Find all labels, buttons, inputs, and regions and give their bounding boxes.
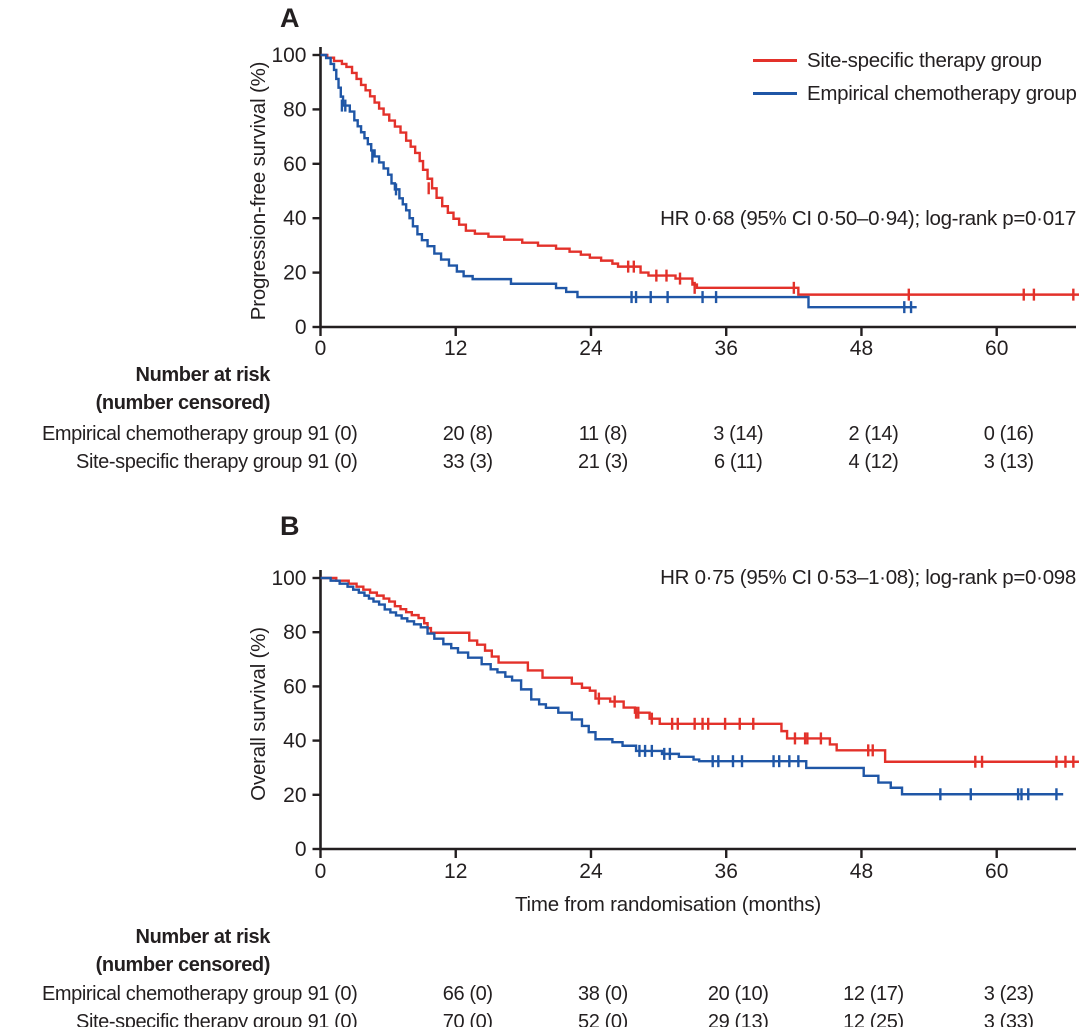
- x-tick-label: 48: [850, 337, 873, 360]
- risk-value: 66 (0): [442, 983, 493, 1005]
- legend: Site-specific therapy group Empirical ch…: [753, 44, 1077, 110]
- risk-value: 11 (8): [578, 423, 628, 445]
- legend-item-empirical: Empirical chemotherapy group: [753, 77, 1077, 110]
- risk-value: 3 (23): [983, 983, 1034, 1005]
- x-tick-label: 48: [850, 860, 873, 883]
- y-tick-label: 100: [271, 567, 306, 590]
- risk-value: 38 (0): [578, 983, 628, 1005]
- risk-value: 12 (25): [843, 1011, 904, 1027]
- risk-value: 20 (10): [707, 983, 769, 1005]
- risk-value: 3 (13): [983, 451, 1034, 473]
- panel-b-label: B: [280, 511, 300, 541]
- risk-table-header: Number at risk: [135, 364, 271, 386]
- legend-item-site-specific: Site-specific therapy group: [753, 44, 1077, 77]
- panel-B-axis-line: [319, 570, 1076, 851]
- y-tick-label: 100: [271, 44, 306, 67]
- risk-table-subheader: (number censored): [95, 954, 271, 976]
- risk-value: 91 (0): [307, 983, 358, 1005]
- legend-label-empirical: Empirical chemotherapy group: [807, 81, 1077, 105]
- risk-value: 91 (0): [307, 423, 358, 445]
- y-tick-label: 20: [283, 784, 306, 807]
- risk-value: 12 (17): [843, 983, 904, 1005]
- x-tick-label: 12: [444, 337, 467, 360]
- y-tick-label: 0: [295, 316, 307, 339]
- risk-value: 91 (0): [307, 1011, 358, 1027]
- risk-value: 4 (12): [848, 451, 899, 473]
- site-specific-line-swatch-icon: [753, 59, 797, 62]
- x-axis-title: Time from randomisation (months): [514, 893, 822, 916]
- y-tick-label: 0: [295, 838, 307, 861]
- x-tick-label: 0: [315, 337, 327, 360]
- risk-table-header: Number at risk: [135, 926, 271, 948]
- risk-value: 21 (3): [578, 451, 628, 473]
- risk-table-subheader: (number censored): [95, 392, 271, 414]
- risk-value: 3 (14): [713, 423, 764, 445]
- panel-a-hr-annotation: HR 0·68 (95% CI 0·50–0·94); log-rank p=0…: [660, 207, 1076, 230]
- y-tick-label: 40: [283, 207, 306, 230]
- risk-value: 91 (0): [307, 451, 358, 473]
- risk-row-label: Site-specific therapy group: [76, 1011, 302, 1027]
- risk-row-label: Empirical chemotherapy group: [41, 983, 302, 1005]
- risk-value: 2 (14): [848, 423, 899, 445]
- y-tick-label: 60: [283, 675, 306, 698]
- panel-b-y-axis-label: Overall survival (%): [247, 627, 270, 801]
- risk-row-label: Empirical chemotherapy group: [41, 423, 302, 445]
- y-tick-label: 20: [283, 262, 306, 285]
- risk-value: 70 (0): [442, 1011, 493, 1027]
- y-tick-label: 80: [283, 621, 306, 644]
- legend-label-site-specific: Site-specific therapy group: [807, 48, 1042, 72]
- x-tick-label: 60: [985, 337, 1008, 360]
- risk-value: 33 (3): [442, 451, 493, 473]
- y-tick-label: 80: [283, 98, 306, 121]
- panel-A-curve-site-specific: [320, 53, 1079, 296]
- risk-value: 6 (11): [714, 451, 763, 473]
- panel-a-y-axis-label: Progression-free survival (%): [247, 61, 270, 321]
- x-tick-label: 60: [985, 860, 1008, 883]
- y-tick-label: 60: [283, 153, 306, 176]
- panel-B-curve-site-specific: [320, 576, 1079, 763]
- x-tick-label: 36: [715, 337, 738, 360]
- x-tick-label: 24: [579, 860, 603, 883]
- y-tick-label: 40: [283, 730, 306, 753]
- risk-row-label: Site-specific therapy group: [76, 451, 302, 473]
- risk-value: 0 (16): [983, 423, 1034, 445]
- panel-B-curve-empirical: [320, 576, 1064, 796]
- risk-value: 29 (13): [707, 1011, 769, 1027]
- risk-value: 52 (0): [578, 1011, 628, 1027]
- empirical-line-swatch-icon: [753, 92, 797, 95]
- risk-value: 3 (33): [983, 1011, 1034, 1027]
- x-tick-label: 24: [579, 337, 603, 360]
- x-tick-label: 36: [715, 860, 738, 883]
- panel-a-label: A: [280, 3, 300, 33]
- panel-b-hr-annotation: HR 0·75 (95% CI 0·53–1·08); log-rank p=0…: [660, 566, 1076, 589]
- risk-value: 20 (8): [442, 423, 493, 445]
- x-tick-label: 12: [444, 860, 467, 883]
- x-tick-label: 0: [315, 860, 327, 883]
